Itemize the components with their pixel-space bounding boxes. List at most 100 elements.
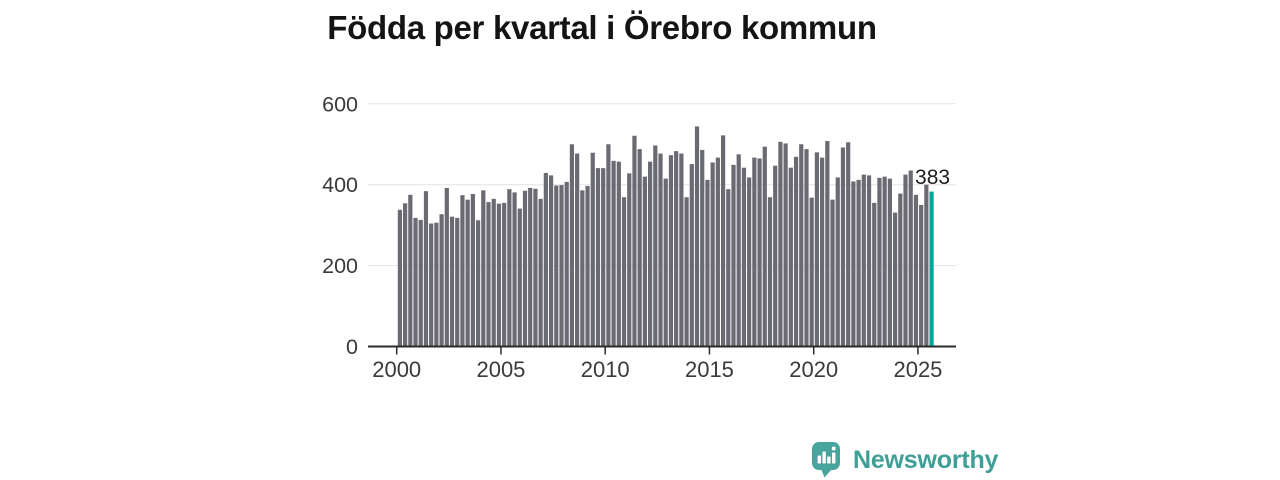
- bar: [793, 156, 799, 347]
- bar: [455, 217, 460, 347]
- bar: [877, 177, 882, 347]
- bar: [694, 126, 700, 347]
- bar: [679, 153, 684, 347]
- y-axis-label: 600: [322, 92, 358, 116]
- bar: [705, 179, 710, 347]
- bar: [408, 194, 413, 347]
- bar: [908, 170, 913, 347]
- bar: [413, 217, 418, 347]
- bar: [747, 177, 752, 347]
- bar: [543, 172, 548, 347]
- bar: [710, 162, 715, 347]
- bar: [856, 179, 861, 347]
- bar: [924, 184, 929, 347]
- bar: [741, 167, 747, 347]
- bar: [799, 144, 804, 347]
- bar: [835, 177, 840, 347]
- bar: [564, 181, 569, 347]
- bar: [533, 188, 538, 347]
- bar: [569, 144, 575, 347]
- bar: [470, 194, 475, 347]
- bar: [418, 219, 423, 347]
- x-axis-label: 2015: [685, 357, 734, 382]
- y-axis-label: 200: [322, 254, 358, 278]
- bar: [830, 199, 835, 347]
- bar: [689, 164, 694, 347]
- bar: [559, 185, 564, 347]
- bar: [502, 202, 507, 347]
- bar: [804, 149, 809, 347]
- bar: [903, 174, 908, 347]
- bar: [736, 154, 741, 347]
- bar: [919, 204, 924, 347]
- bar: [825, 141, 830, 347]
- x-axis-label: 2005: [476, 357, 525, 382]
- bar: [460, 195, 465, 347]
- bar: [814, 152, 819, 347]
- bar: [554, 185, 559, 347]
- y-axis-label: 0: [346, 335, 358, 359]
- bar: [861, 174, 866, 347]
- bar: [491, 198, 496, 347]
- bar: [892, 212, 898, 347]
- value-label: 383: [915, 166, 950, 189]
- bar: [616, 161, 621, 347]
- highlighted-bar: [929, 191, 934, 347]
- bar: [637, 149, 642, 347]
- bar: [668, 155, 674, 347]
- x-axis-label: 2010: [581, 357, 630, 382]
- chart-title: Födda per kvartal i Örebro kommun: [327, 9, 877, 46]
- bar: [475, 220, 481, 347]
- bar: [788, 167, 793, 347]
- bar: [601, 168, 606, 347]
- bar: [481, 190, 486, 347]
- newsworthy-logo-icon: [812, 442, 840, 478]
- bar: [783, 143, 788, 347]
- bar: [429, 223, 434, 347]
- bar: [611, 160, 616, 347]
- bar: [778, 141, 783, 347]
- bar: [762, 146, 767, 347]
- bar: [517, 208, 522, 347]
- bar: [726, 189, 731, 347]
- bar: [512, 192, 517, 347]
- bar: [590, 152, 595, 347]
- bar: [648, 161, 653, 347]
- x-axis-label: 2000: [372, 357, 421, 382]
- bar: [486, 202, 491, 347]
- bar: [580, 190, 585, 347]
- bar: [866, 175, 872, 347]
- bar: [663, 178, 668, 347]
- bar: [882, 176, 887, 347]
- bar: [658, 153, 663, 347]
- bar: [846, 142, 851, 347]
- bar: [752, 157, 757, 347]
- bar: [715, 157, 720, 347]
- bar: [444, 187, 449, 347]
- bar: [731, 164, 736, 347]
- bar: [465, 199, 470, 347]
- x-axis-label: 2020: [789, 357, 838, 382]
- bar: [621, 197, 627, 347]
- newsworthy-logo-text: Newsworthy: [853, 445, 999, 474]
- bar: [913, 194, 919, 347]
- bar: [757, 158, 762, 347]
- bar: [642, 176, 647, 347]
- bar: [595, 168, 601, 347]
- bar: [627, 173, 632, 347]
- y-axis-label: 400: [322, 173, 358, 197]
- bar: [820, 157, 825, 347]
- bar: [528, 187, 533, 347]
- bar: [522, 190, 528, 347]
- bar: [585, 185, 590, 347]
- bar: [575, 153, 580, 347]
- bar: [872, 202, 877, 347]
- newsworthy-logo: Newsworthy: [810, 441, 998, 479]
- bar: [449, 216, 455, 347]
- bar: [439, 214, 444, 347]
- bar: [898, 193, 903, 347]
- bar: [767, 197, 773, 347]
- bar: [403, 203, 408, 347]
- bar: [434, 222, 439, 347]
